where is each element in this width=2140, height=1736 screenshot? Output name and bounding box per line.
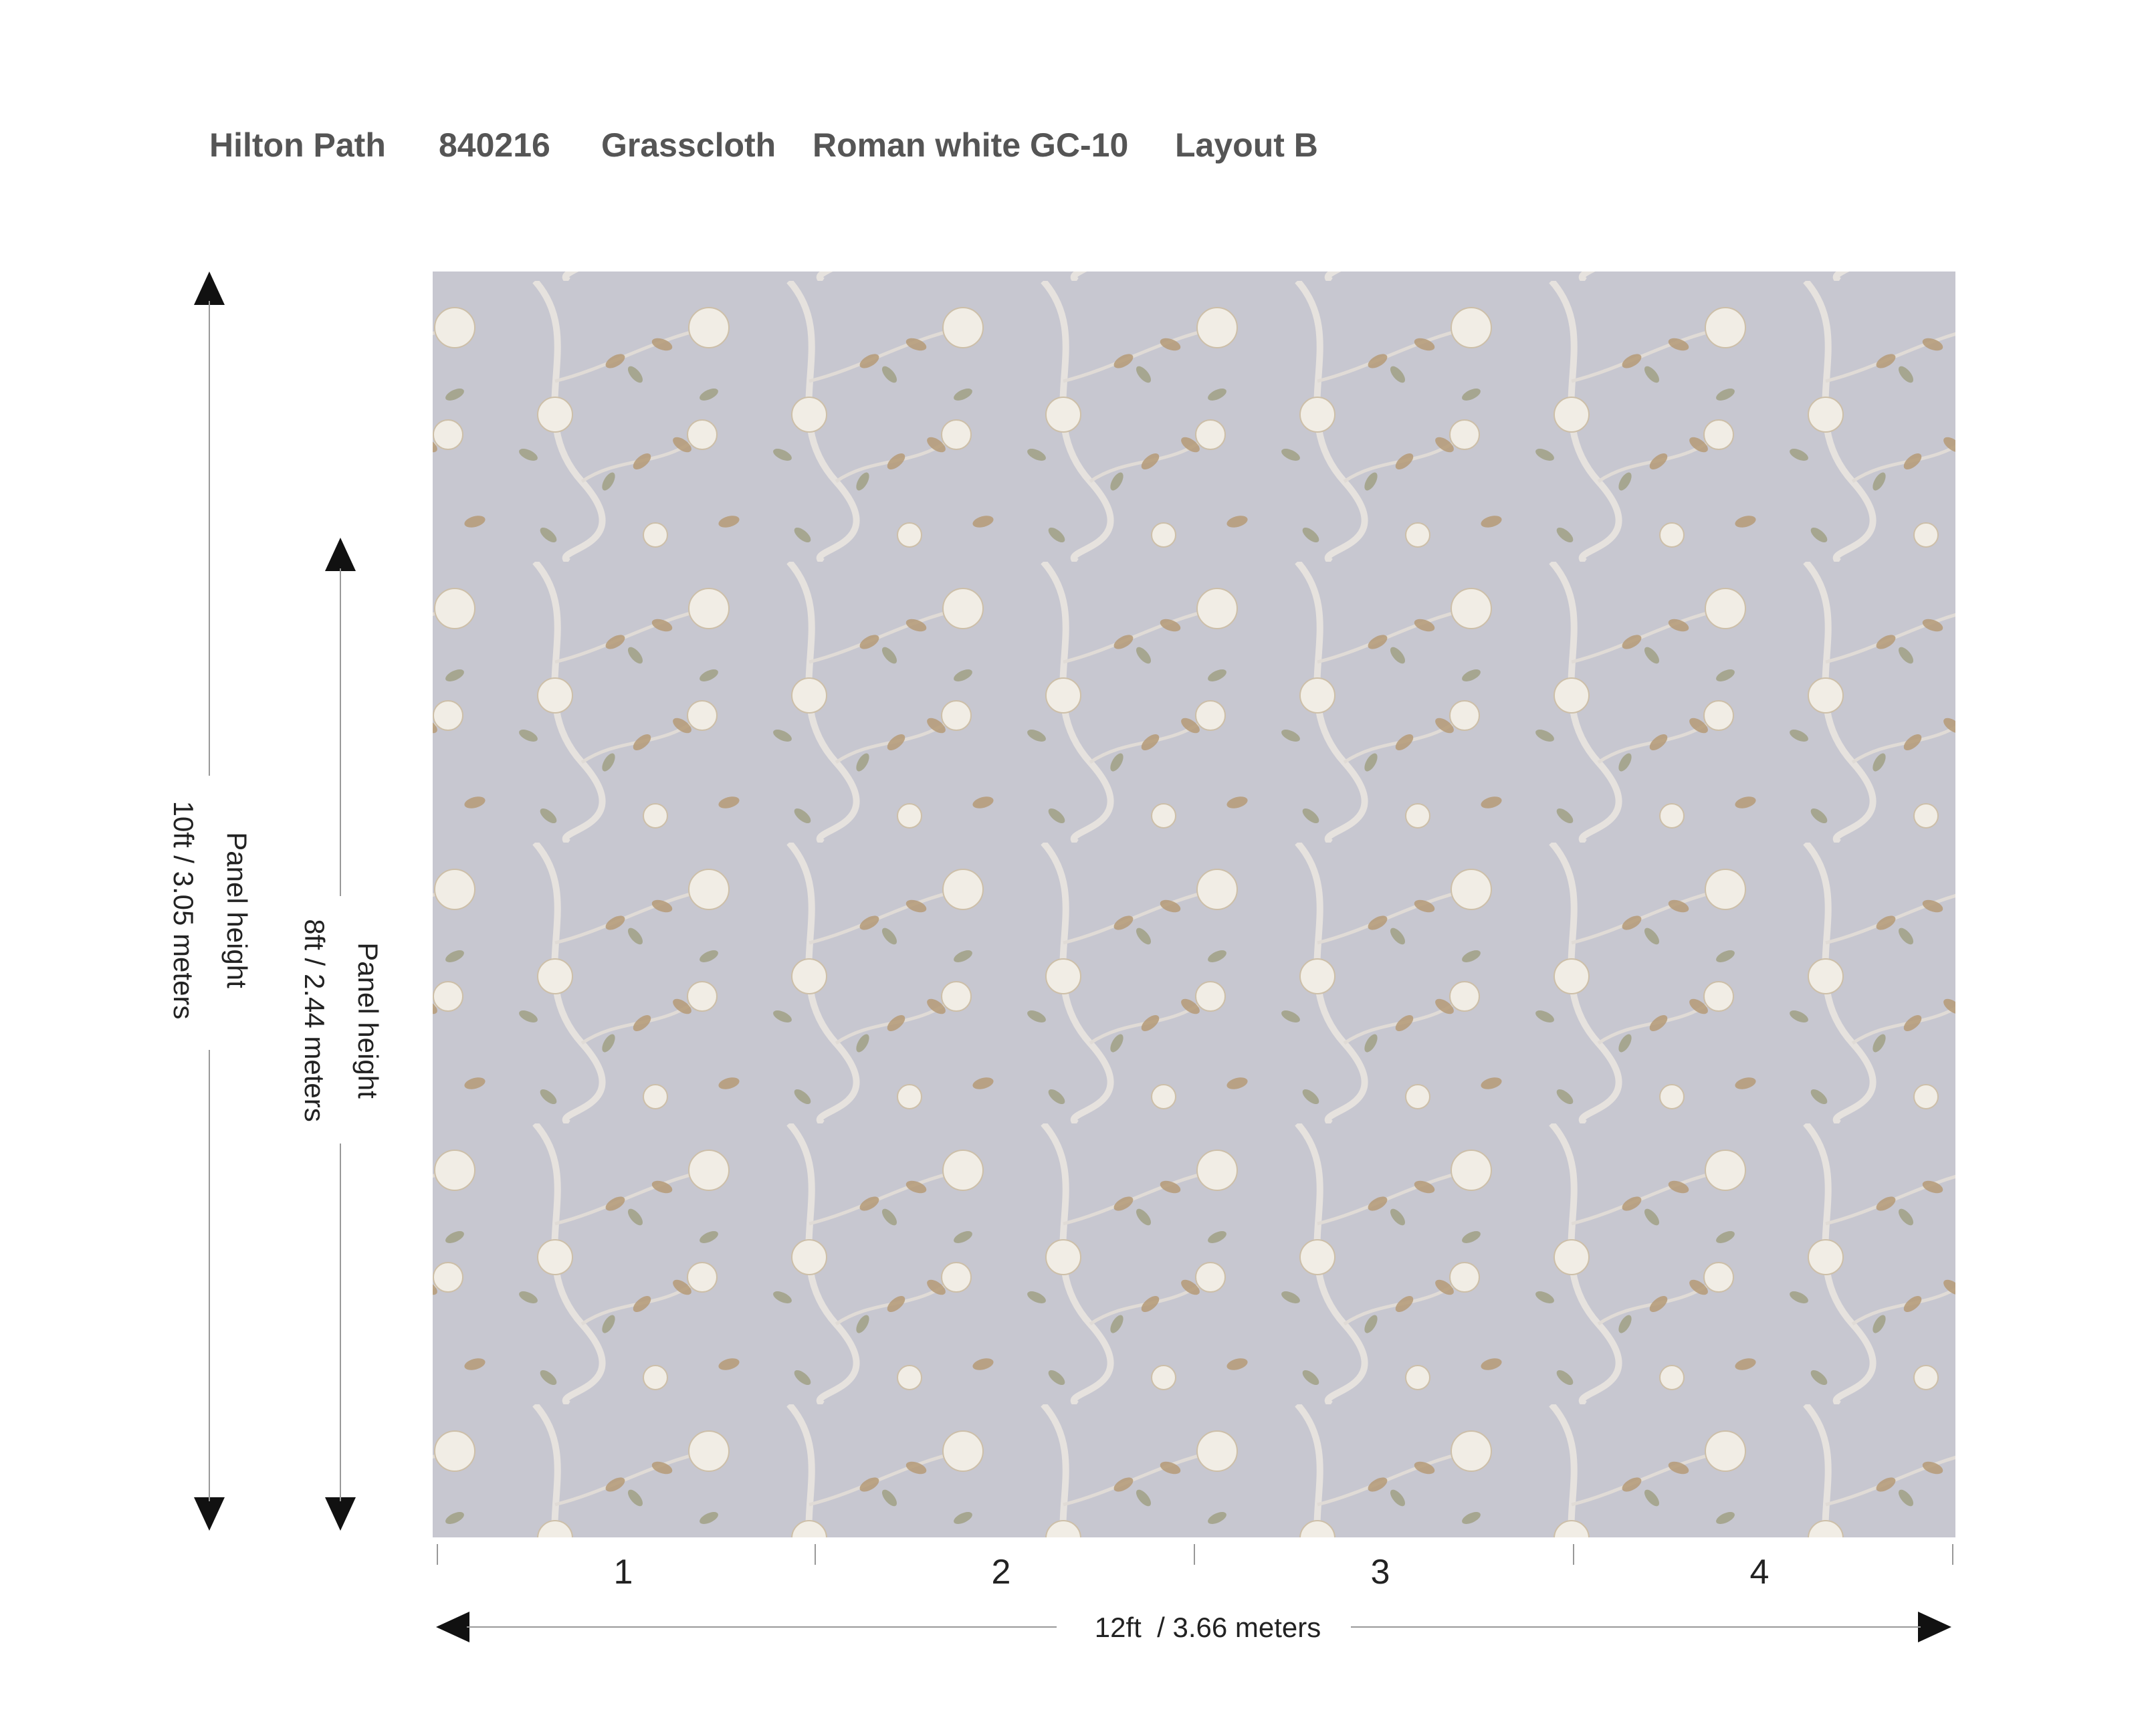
visible-height-dimension: Panel height 8ft / 2.44 meters: [299, 538, 384, 1531]
header-item: Layout B: [1175, 126, 1318, 164]
panel-number: 2: [992, 1553, 1011, 1592]
dimension-value: 8ft / 2.44 meters: [299, 919, 330, 1121]
arrowhead: [1918, 1612, 1951, 1642]
header-item: Hilton Path: [209, 126, 386, 164]
dimension-title: Panel height: [352, 942, 384, 1099]
panel-ruler: 1 2 3 4: [437, 1544, 1953, 1592]
panel-number: 4: [1750, 1553, 1770, 1592]
panel-number: 3: [1371, 1553, 1390, 1592]
header-item: Grasscloth: [601, 126, 776, 164]
dimension-value: 10ft / 3.05 meters: [168, 801, 199, 1020]
width-dimension: 12ft / 3.66 meters: [436, 1612, 1951, 1643]
arrowhead: [325, 538, 356, 571]
arrowhead: [325, 1497, 356, 1531]
total-height-dimension: Panel height 10ft / 3.05 meters: [168, 272, 253, 1531]
header-item: Roman white GC-10: [813, 126, 1128, 164]
arrowhead: [194, 1497, 225, 1531]
panel-number: 1: [614, 1553, 633, 1592]
arrowhead: [436, 1612, 469, 1642]
header: Hilton Path 840216 Grasscloth Roman whit…: [209, 126, 1318, 164]
arrowhead: [194, 272, 225, 305]
wallpaper-preview: [433, 272, 1955, 1537]
dimension-value: 12ft / 3.66 meters: [1095, 1612, 1321, 1643]
dimension-title: Panel height: [221, 832, 253, 988]
header-item: 840216: [439, 126, 550, 164]
